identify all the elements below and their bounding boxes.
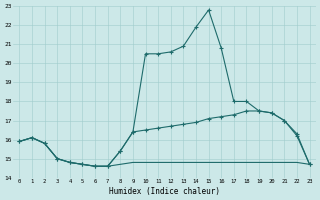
X-axis label: Humidex (Indice chaleur): Humidex (Indice chaleur) — [109, 187, 220, 196]
